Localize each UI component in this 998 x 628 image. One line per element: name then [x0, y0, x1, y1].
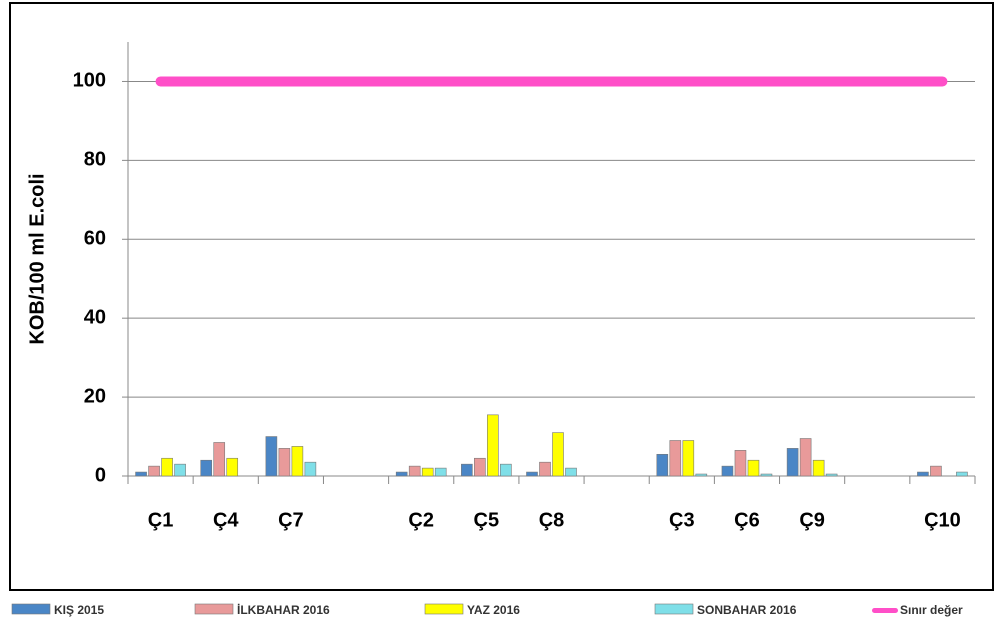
y-tick-label: 40: [84, 306, 106, 328]
bar: [682, 440, 695, 477]
bar: [526, 471, 538, 477]
bar: [917, 471, 929, 477]
bar: [930, 465, 942, 477]
bar: [747, 459, 760, 477]
legend-swatch: [654, 603, 694, 615]
bar: [461, 463, 473, 477]
x-tick-label: Ç10: [924, 509, 961, 531]
y-tick-label: 100: [73, 70, 106, 92]
y-tick-label: 80: [84, 149, 106, 171]
legend-swatch: [194, 603, 234, 615]
bar: [278, 448, 291, 477]
y-tick-label: 60: [84, 228, 106, 250]
bar: [434, 467, 447, 477]
x-tick-label: Ç5: [474, 509, 500, 531]
x-tick-label: Ç6: [734, 509, 760, 531]
bar: [304, 461, 317, 477]
bar: [395, 471, 408, 477]
bar: [760, 473, 773, 477]
bar: [695, 473, 708, 477]
bar: [291, 446, 304, 477]
y-axis-label: KOB/100 ml E.coli: [26, 173, 48, 344]
bar: [669, 440, 682, 477]
bar: [421, 467, 434, 477]
bar: [734, 450, 747, 477]
bar: [721, 465, 734, 477]
y-tick-label: 0: [95, 464, 106, 486]
legend-label: İLKBAHAR 2016: [237, 602, 330, 617]
bar: [799, 438, 812, 477]
bar: [265, 436, 278, 477]
bar: [656, 453, 669, 477]
legend-swatch: [11, 603, 51, 615]
bar: [565, 467, 577, 477]
bar: [174, 463, 186, 477]
chart-frame: [9, 2, 994, 591]
legend-label: KIŞ 2015: [54, 603, 104, 617]
bar: [786, 448, 799, 477]
bar: [825, 473, 838, 477]
bar: [552, 432, 564, 477]
x-tick-label: Ç2: [408, 509, 434, 531]
x-tick-label: Ç1: [148, 509, 174, 531]
bar: [226, 457, 239, 477]
bar: [500, 463, 512, 477]
legend-swatch: [872, 608, 898, 613]
x-tick-label: Ç7: [278, 509, 304, 531]
bar: [474, 457, 486, 477]
bar: [487, 414, 499, 477]
bar: [135, 471, 147, 477]
bar: [161, 457, 173, 477]
bar: [539, 461, 551, 477]
legend-label: YAZ 2016: [467, 603, 520, 617]
y-tick-label: 20: [84, 385, 106, 407]
bar: [200, 459, 213, 477]
bar: [213, 442, 226, 477]
x-tick-label: Ç8: [539, 509, 565, 531]
bar: [148, 465, 160, 477]
bar: [812, 459, 825, 477]
bar: [956, 471, 968, 477]
legend-label: Sınır değer: [900, 603, 963, 617]
x-tick-label: Ç3: [669, 509, 695, 531]
x-tick-label: Ç9: [799, 509, 825, 531]
bar: [408, 465, 421, 477]
x-tick-label: Ç4: [213, 509, 239, 531]
legend-label: SONBAHAR 2016: [697, 603, 797, 617]
legend-swatch: [424, 603, 464, 615]
